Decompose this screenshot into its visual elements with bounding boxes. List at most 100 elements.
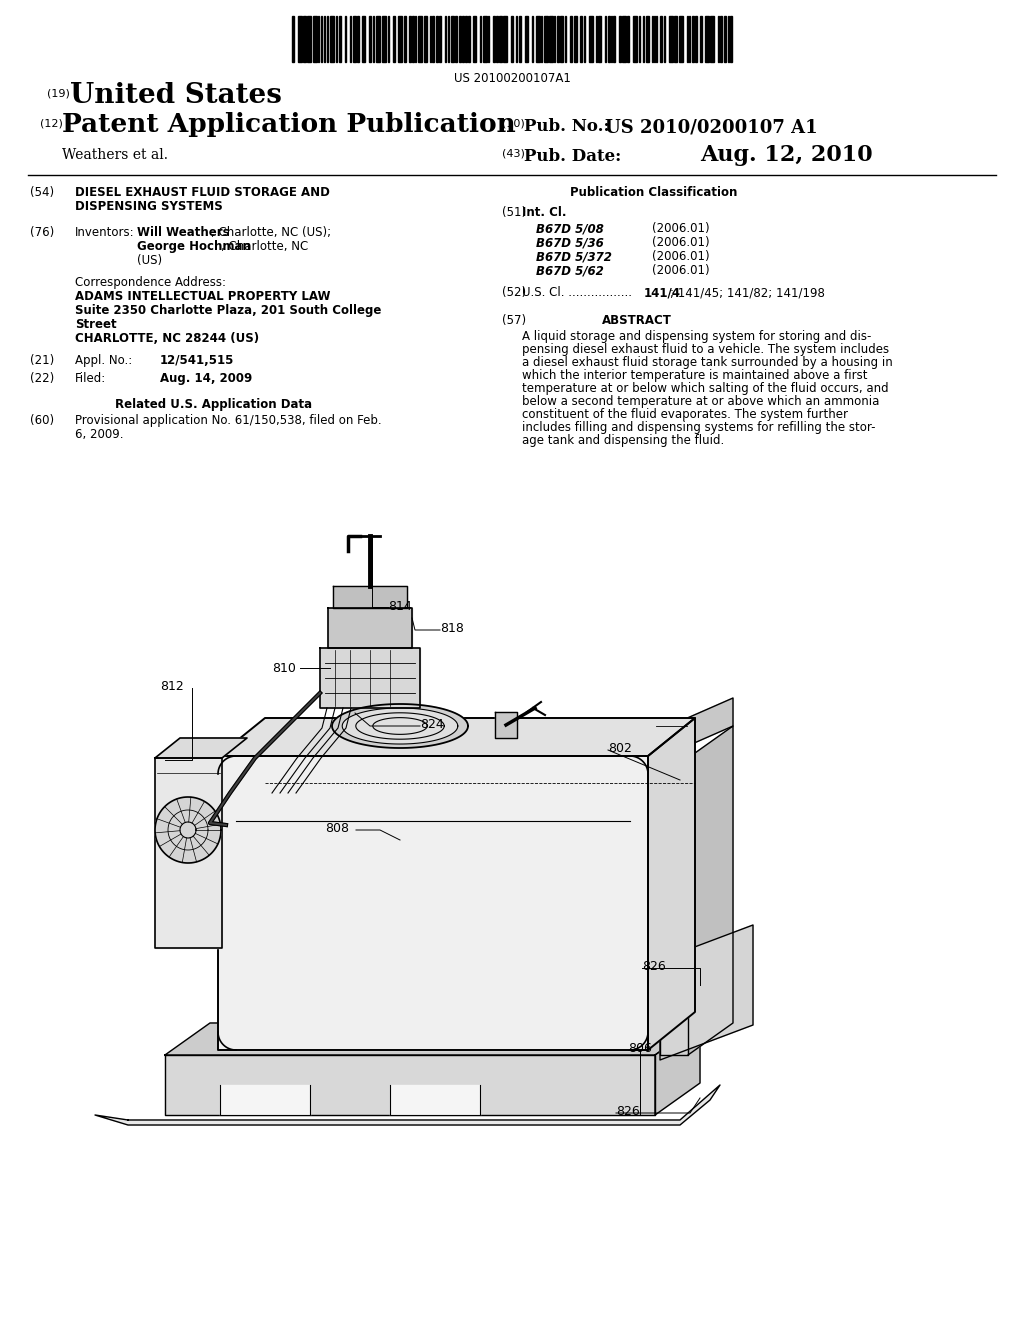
Polygon shape [165, 1055, 655, 1115]
Text: Provisional application No. 61/150,538, filed on Feb.: Provisional application No. 61/150,538, … [75, 414, 382, 426]
Bar [393, 16, 395, 62]
Text: (51): (51) [502, 206, 526, 219]
Bar [436, 16, 438, 62]
Text: (2006.01): (2006.01) [652, 264, 710, 277]
Text: Pub. Date:: Pub. Date: [524, 148, 622, 165]
Bar [692, 16, 694, 62]
Bar [462, 16, 464, 62]
Bar [412, 16, 414, 62]
Bar [560, 16, 563, 62]
Bar [493, 16, 495, 62]
Text: Publication Classification: Publication Classification [570, 186, 737, 199]
Text: United States: United States [70, 82, 282, 110]
Bar [633, 16, 637, 62]
Text: Patent Application Publication: Patent Application Publication [62, 112, 516, 137]
Text: (2006.01): (2006.01) [652, 222, 710, 235]
Polygon shape [319, 648, 420, 708]
Text: Weathers et al.: Weathers et al. [62, 148, 168, 162]
Text: B67D 5/36: B67D 5/36 [536, 236, 604, 249]
Text: Suite 2350 Charlotte Plaza, 201 South College: Suite 2350 Charlotte Plaza, 201 South Co… [75, 304, 381, 317]
Polygon shape [648, 718, 695, 1049]
Bar [730, 16, 732, 62]
Text: US 2010/0200107 A1: US 2010/0200107 A1 [605, 117, 817, 136]
Polygon shape [220, 1085, 310, 1115]
Text: B67D 5/62: B67D 5/62 [536, 264, 604, 277]
Bar [618, 16, 621, 62]
Text: 826: 826 [616, 1105, 640, 1118]
Polygon shape [373, 718, 427, 734]
Text: age tank and dispensing the fluid.: age tank and dispensing the fluid. [522, 434, 724, 447]
Text: ADAMS INTELLECTUAL PROPERTY LAW: ADAMS INTELLECTUAL PROPERTY LAW [75, 290, 331, 304]
Polygon shape [165, 1023, 700, 1055]
Text: (43): (43) [502, 148, 525, 158]
Text: 818: 818 [440, 622, 464, 635]
Text: which the interior temperature is maintained above a first: which the interior temperature is mainta… [522, 370, 867, 381]
Text: (22): (22) [30, 372, 54, 385]
Bar [432, 16, 434, 62]
Polygon shape [218, 756, 648, 1049]
Bar [292, 16, 294, 62]
Bar [459, 16, 461, 62]
Text: (21): (21) [30, 354, 54, 367]
Bar [570, 16, 572, 62]
Text: constituent of the fluid evaporates. The system further: constituent of the fluid evaporates. The… [522, 408, 848, 421]
Text: 12/541,515: 12/541,515 [160, 354, 234, 367]
Text: (10): (10) [502, 117, 524, 128]
Text: Aug. 12, 2010: Aug. 12, 2010 [700, 144, 872, 166]
Polygon shape [155, 758, 222, 948]
Bar [660, 16, 662, 62]
Bar [674, 16, 677, 62]
Bar [455, 16, 457, 62]
Bar [720, 16, 722, 62]
Text: Filed:: Filed: [75, 372, 106, 385]
Text: B67D 5/372: B67D 5/372 [536, 249, 612, 263]
Text: (19): (19) [47, 88, 70, 98]
Text: , Charlotte, NC (US);: , Charlotte, NC (US); [211, 226, 331, 239]
Text: below a second temperature at or above which an ammonia: below a second temperature at or above w… [522, 395, 880, 408]
Text: (60): (60) [30, 414, 54, 426]
Text: A liquid storage and dispensing system for storing and dis-: A liquid storage and dispensing system f… [522, 330, 871, 343]
Bar [303, 16, 306, 62]
Text: Related U.S. Application Data: Related U.S. Application Data [115, 399, 312, 411]
Bar [613, 16, 615, 62]
Text: (US): (US) [137, 253, 162, 267]
Text: (76): (76) [30, 226, 54, 239]
Polygon shape [660, 758, 688, 1055]
Bar [574, 16, 577, 62]
Polygon shape [328, 609, 412, 648]
Bar [404, 16, 406, 62]
Bar [298, 16, 302, 62]
Bar [409, 16, 411, 62]
Bar [724, 16, 726, 62]
Text: B67D 5/08: B67D 5/08 [536, 222, 604, 235]
Bar [473, 16, 476, 62]
Text: (52): (52) [502, 286, 526, 300]
Bar [525, 16, 528, 62]
Bar [503, 16, 507, 62]
Text: temperature at or below which salting of the fluid occurs, and: temperature at or below which salting of… [522, 381, 889, 395]
Polygon shape [342, 708, 458, 744]
Polygon shape [155, 797, 221, 863]
Text: (57): (57) [502, 314, 526, 327]
Text: Inventors:: Inventors: [75, 226, 134, 239]
Bar [536, 16, 540, 62]
Bar [339, 16, 341, 62]
Bar [499, 16, 502, 62]
Text: Will Weathers: Will Weathers [137, 226, 229, 239]
Bar [608, 16, 610, 62]
Bar [369, 16, 371, 62]
Bar [382, 16, 386, 62]
Bar [669, 16, 673, 62]
Bar [627, 16, 629, 62]
Polygon shape [355, 713, 444, 739]
Polygon shape [155, 738, 247, 758]
Text: DIESEL EXHAUST FLUID STORAGE AND: DIESEL EXHAUST FLUID STORAGE AND [75, 186, 330, 199]
Text: Appl. No.:: Appl. No.: [75, 354, 132, 367]
Text: 824: 824 [420, 718, 443, 731]
Text: George Hochman: George Hochman [137, 240, 251, 253]
Bar [465, 16, 467, 62]
Bar [598, 16, 601, 62]
Text: 814: 814 [388, 601, 412, 612]
Bar [398, 16, 402, 62]
Text: 812: 812 [160, 680, 183, 693]
